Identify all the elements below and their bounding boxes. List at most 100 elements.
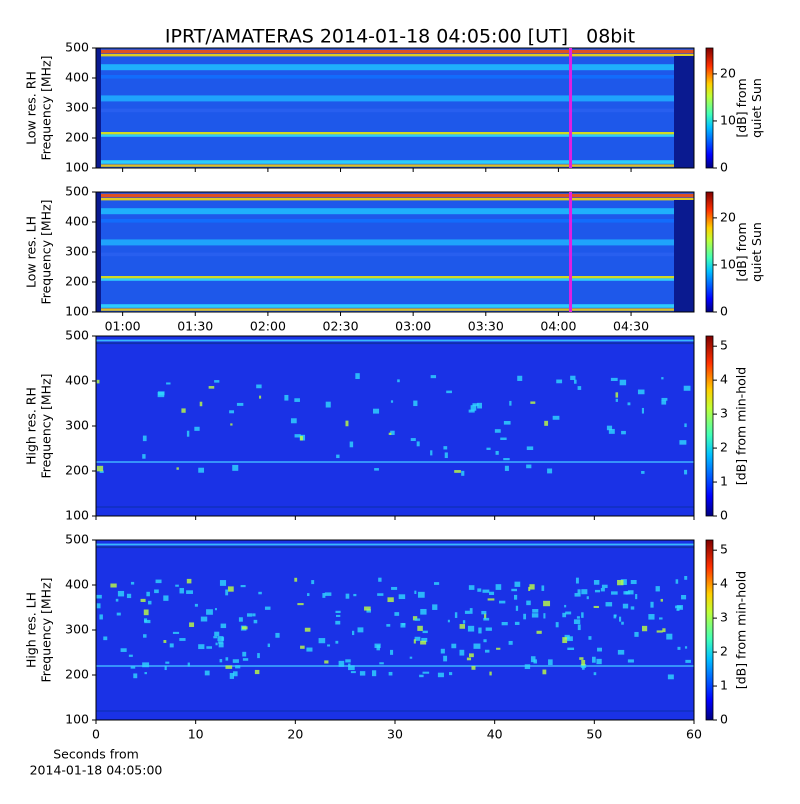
burst <box>413 639 416 644</box>
spectral-band <box>96 198 694 201</box>
burst <box>257 653 260 659</box>
burst <box>483 639 487 643</box>
burst <box>621 621 624 625</box>
burst <box>511 588 518 592</box>
burst <box>374 643 381 649</box>
colorbar-tick-label: 20 <box>720 209 736 224</box>
burst <box>449 672 453 676</box>
spectral-band <box>96 546 694 549</box>
burst <box>379 662 384 665</box>
burst <box>577 624 581 631</box>
burst <box>472 403 479 407</box>
burst <box>208 386 215 389</box>
burst <box>198 467 205 473</box>
spectral-band <box>96 208 694 215</box>
burst <box>398 594 406 600</box>
burst <box>233 671 238 677</box>
burst <box>496 647 501 650</box>
burst <box>443 655 448 662</box>
colorbar-tick-label: 0 <box>720 508 728 523</box>
burst <box>581 589 588 595</box>
burst <box>461 470 465 476</box>
burst <box>386 624 391 627</box>
burst <box>126 593 132 599</box>
colorbar-tick-label: 2 <box>720 644 728 659</box>
burst <box>621 430 626 435</box>
burst <box>187 662 190 667</box>
colorbar-label: quiet Sun <box>749 222 764 282</box>
burst <box>675 579 679 584</box>
burst <box>335 640 339 644</box>
burst <box>155 579 162 584</box>
burst <box>580 664 587 668</box>
burst <box>509 400 512 406</box>
burst <box>338 660 345 667</box>
x-tick-label: 60 <box>686 727 702 742</box>
burst <box>417 591 425 598</box>
burst <box>294 434 301 438</box>
burst <box>617 649 625 655</box>
burst <box>462 620 466 624</box>
x-tick-label: 01:00 <box>105 319 141 334</box>
burst <box>627 590 634 595</box>
colorbar-label: quiet Sun <box>749 78 764 138</box>
burst <box>390 430 395 435</box>
burst <box>390 400 394 403</box>
spectral-band <box>96 665 694 667</box>
burst <box>536 630 542 634</box>
y-tick-label: 300 <box>65 418 89 433</box>
burst <box>144 619 151 624</box>
y-tick-label: 500 <box>65 40 89 55</box>
burst <box>348 665 355 671</box>
burst <box>146 591 150 597</box>
y-axis-label: Frequency [MHz] <box>39 373 54 478</box>
burst <box>169 643 174 648</box>
burst <box>96 465 104 472</box>
x-tick-label: 04:30 <box>613 319 649 334</box>
colorbar-tick-label: 20 <box>720 65 736 80</box>
colorbar-tick-label: 1 <box>720 474 728 489</box>
burst <box>471 665 476 670</box>
burst <box>194 426 200 431</box>
burst <box>99 614 103 620</box>
burst <box>605 602 613 607</box>
burst <box>345 420 349 427</box>
burst <box>468 409 475 413</box>
burst <box>500 437 507 441</box>
burst <box>235 665 241 669</box>
x-tick-label: 20 <box>287 727 303 742</box>
burst <box>240 585 246 588</box>
burst <box>477 588 482 592</box>
burst <box>409 656 413 659</box>
burst <box>213 636 218 639</box>
burst <box>543 613 546 619</box>
burst <box>683 385 691 391</box>
burst <box>99 470 104 473</box>
y-axis-label: High res. LH <box>24 592 39 668</box>
x-tick-label: 0 <box>92 727 100 742</box>
burst <box>219 580 227 586</box>
colorbar <box>705 539 714 721</box>
burst <box>218 641 224 644</box>
colorbar-tick-label: 0 <box>720 304 728 319</box>
burst <box>259 395 262 399</box>
burst <box>200 616 208 622</box>
burst <box>467 625 475 632</box>
burst <box>297 603 304 606</box>
burst <box>387 597 394 603</box>
burst <box>469 608 473 614</box>
y-tick-label: 400 <box>65 577 89 592</box>
burst <box>225 665 233 669</box>
spectral-band <box>96 134 694 137</box>
burst <box>172 631 180 634</box>
burst <box>229 410 235 414</box>
burst <box>586 596 589 600</box>
burst <box>414 618 421 621</box>
burst <box>143 609 149 616</box>
burst <box>388 432 392 435</box>
burst <box>495 584 502 590</box>
data-edge <box>96 48 101 168</box>
colorbar-tick-label: 3 <box>720 406 728 421</box>
burst <box>499 600 506 604</box>
burst <box>219 659 223 663</box>
